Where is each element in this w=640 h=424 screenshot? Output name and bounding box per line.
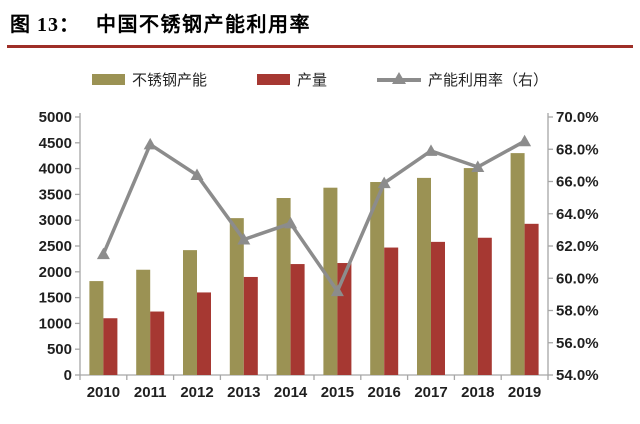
combo-chart: 5000450040003500300025002000150010005000…	[39, 109, 599, 401]
production-bar-2017	[431, 241, 445, 375]
capacity-bar-2019	[510, 153, 525, 375]
production-swatch-icon	[256, 74, 290, 85]
utilization-marker-2015	[330, 284, 344, 297]
utilization-marker-2019	[518, 134, 532, 147]
utilization-marker-2018	[471, 160, 485, 172]
left-axis-label: 2500	[39, 238, 72, 255]
right-axis-label: 68.0%	[556, 141, 599, 158]
legend-item-utilization: 产能利用率（右）	[377, 69, 548, 90]
x-axis-label: 2011	[134, 384, 167, 401]
chart-legend: 不锈钢产能 产量 产能利用率（右）	[0, 69, 640, 90]
x-axis-label: 2014	[274, 384, 308, 401]
utilization-marker-2011	[143, 137, 157, 150]
left-axis-label: 3000	[39, 212, 72, 229]
right-axis-label: 56.0%	[556, 335, 599, 352]
left-axis-label: 0	[64, 367, 72, 384]
capacity-bar-2016	[370, 182, 385, 375]
x-axis-label: 2013	[227, 384, 260, 401]
production-bar-2018	[477, 237, 492, 375]
legend-label-capacity: 不锈钢产能	[131, 72, 207, 89]
left-axis-label: 5000	[39, 109, 72, 126]
x-axis-label: 2017	[414, 384, 447, 401]
figure-header: 图 13： 中国不锈钢产能利用率	[10, 8, 630, 37]
x-axis-label: 2019	[508, 384, 541, 401]
x-axis-label: 2016	[368, 384, 401, 401]
utilization-line	[101, 139, 526, 293]
capacity-bar-2018	[463, 168, 478, 375]
production-bar-2010	[103, 318, 118, 375]
legend-label-utilization: 产能利用率（右）	[428, 72, 549, 89]
production-bar-2016	[384, 247, 399, 375]
utilization-marker-2014	[284, 216, 298, 229]
utilization-marker-2013	[237, 233, 251, 245]
figure-number: 图 13：	[10, 14, 80, 36]
utilization-marker-2010	[96, 247, 110, 260]
production-bar-2015	[337, 263, 352, 375]
figure-title: 中国不锈钢产能利用率	[96, 14, 311, 36]
x-axis-label: 2015	[321, 384, 354, 401]
title-divider	[7, 45, 633, 48]
x-axis-label: 2012	[180, 384, 213, 401]
left-axis-label: 2000	[39, 264, 72, 281]
right-axis-label: 66.0%	[556, 174, 599, 191]
right-axis-label: 62.0%	[556, 238, 599, 255]
x-axis-label: 2010	[87, 384, 120, 401]
legend-label-production: 产量	[296, 72, 327, 89]
production-bar-2012	[197, 292, 211, 375]
production-bar-2011	[150, 311, 165, 375]
capacity-swatch-icon	[91, 74, 125, 85]
production-bar-2014	[290, 264, 305, 375]
x-axis-label: 2018	[461, 384, 494, 401]
utilization-line-marker-icon	[377, 71, 421, 87]
capacity-bar-2013	[229, 218, 244, 375]
left-axis-label: 4000	[39, 161, 72, 178]
utilization-marker-2012	[190, 168, 204, 181]
production-bar-2013	[243, 276, 258, 375]
right-axis-label: 64.0%	[556, 206, 599, 223]
left-axis-label: 3500	[39, 186, 72, 203]
right-axis-label: 70.0%	[556, 109, 599, 126]
left-axis-label: 500	[47, 341, 72, 358]
left-axis-label: 1000	[39, 315, 72, 332]
capacity-bar-2012	[183, 250, 197, 375]
capacity-bar-2011	[136, 269, 151, 375]
capacity-bar-2014	[276, 198, 291, 375]
right-axis-label: 60.0%	[556, 270, 599, 287]
right-axis-label: 54.0%	[556, 367, 599, 384]
left-axis-label: 4500	[39, 135, 72, 152]
capacity-bar-2017	[417, 177, 431, 375]
legend-item-production: 产量	[256, 69, 327, 90]
right-axis-label: 58.0%	[556, 303, 599, 320]
legend-item-capacity: 不锈钢产能	[91, 69, 207, 90]
left-axis-label: 1500	[39, 290, 72, 307]
utilization-marker-2016	[377, 176, 391, 189]
utilization-marker-2017	[424, 144, 438, 156]
production-bar-2019	[524, 223, 539, 375]
capacity-bar-2010	[89, 281, 104, 375]
